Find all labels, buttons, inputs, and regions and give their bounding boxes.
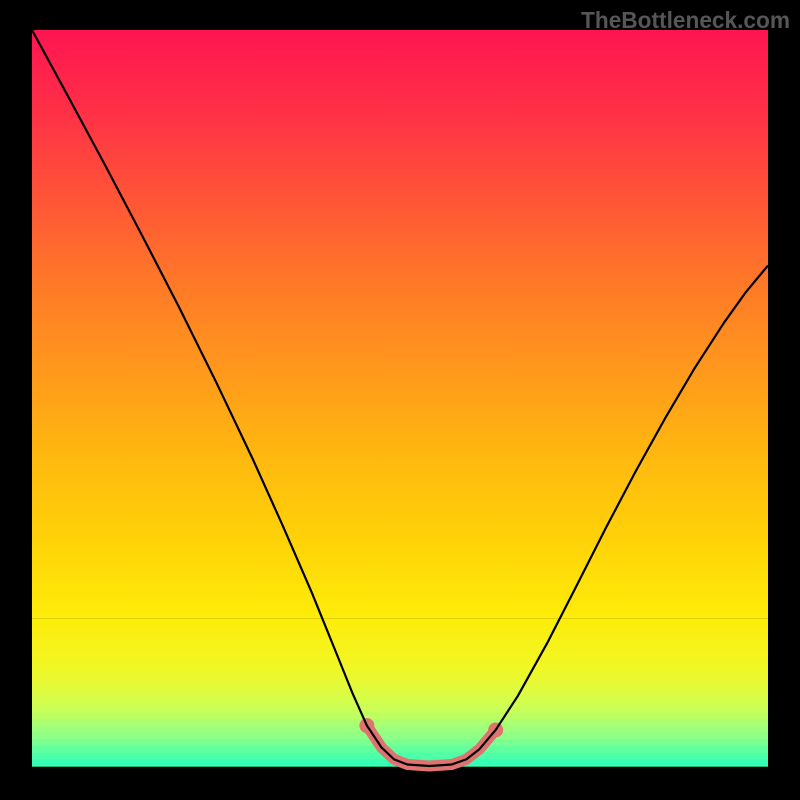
chart-svg	[0, 0, 800, 800]
valley-dot-right	[488, 722, 503, 737]
valley-dot-left	[359, 718, 374, 733]
watermark-text: TheBottleneck.com	[581, 7, 790, 34]
chart-stage: TheBottleneck.com	[0, 0, 800, 800]
bottleneck-curve	[32, 30, 768, 766]
gradient-smooth	[32, 30, 768, 619]
gradient-bands	[32, 619, 768, 767]
valley-marker	[367, 726, 496, 766]
